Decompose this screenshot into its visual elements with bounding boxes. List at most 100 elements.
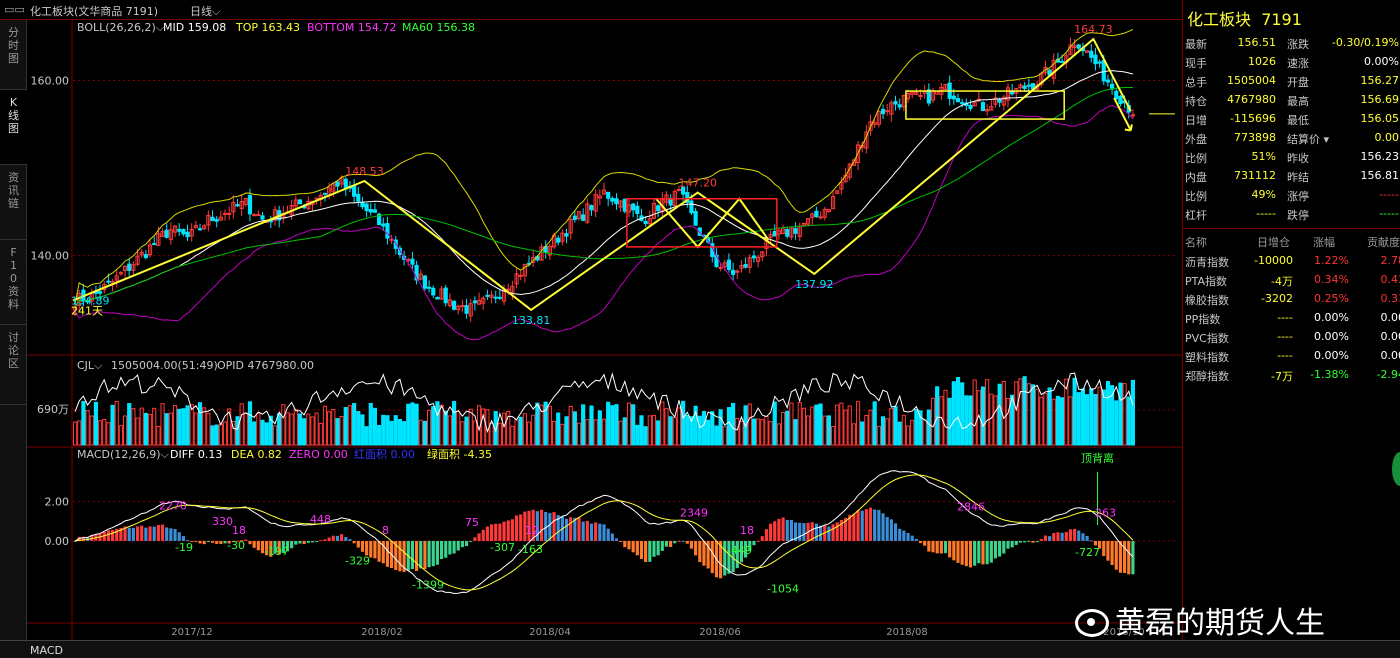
candle-body xyxy=(356,193,361,202)
macd-bar xyxy=(818,525,823,541)
index-change: 0.00% xyxy=(1314,349,1349,362)
candle-body xyxy=(156,233,161,246)
candle-body xyxy=(372,209,378,213)
macd-area-label: 18 xyxy=(740,524,754,537)
indicator-tab-macd[interactable]: MACD xyxy=(30,644,63,657)
macd-bar xyxy=(277,540,281,555)
volume-bar xyxy=(110,404,115,446)
macd-bar xyxy=(281,540,285,554)
left-tab-3[interactable]: F10资料 xyxy=(0,240,27,325)
macd-bar xyxy=(269,540,273,557)
volume-bar xyxy=(576,422,582,446)
macd-bar xyxy=(860,510,864,541)
volume-bar xyxy=(231,420,236,446)
index-row[interactable]: 沥青指数 -10000 1.22% 2.78 xyxy=(1183,251,1400,270)
macd-bar xyxy=(98,534,102,541)
period-selector[interactable]: 日线⌵ xyxy=(190,5,221,18)
candle-body xyxy=(426,286,432,289)
macd-bar xyxy=(681,540,685,542)
macd-area-label: -163 xyxy=(518,543,543,556)
volume-bar xyxy=(539,404,544,446)
index-row[interactable]: 塑料指数 ---- 0.00% 0.00 xyxy=(1183,346,1400,365)
index-row[interactable]: PTA指数 -4万 0.34% 0.43 xyxy=(1183,270,1400,289)
candle-body xyxy=(439,288,444,300)
quote-value: 156.05 xyxy=(1360,112,1400,125)
index-row[interactable]: PP指数 ---- 0.00% 0.00 xyxy=(1183,308,1400,327)
index-row[interactable]: PVC指数 ---- 0.00% 0.00 xyxy=(1183,327,1400,346)
volume-bar xyxy=(293,409,298,446)
macd-bar xyxy=(535,511,539,541)
volume-bar xyxy=(826,415,831,446)
chart-canvas[interactable]: 160.00 140.00 690万 2.00 0.00 BOLL(26,26,2)⌵MI… xyxy=(27,20,1182,640)
candle-body xyxy=(1118,95,1123,105)
volume-bar xyxy=(160,403,165,446)
volume-bar xyxy=(468,408,473,446)
volume-bar xyxy=(435,401,440,446)
volume-bar xyxy=(764,415,769,446)
quote-label: 最新 xyxy=(1185,38,1207,51)
volume-bar xyxy=(697,415,702,446)
settle-dropdown-icon[interactable]: ▾ xyxy=(1320,133,1330,146)
volume-bar xyxy=(302,418,307,446)
macd-dea-line xyxy=(75,474,1134,591)
volume-bar xyxy=(501,412,507,446)
macd-bar xyxy=(639,540,644,560)
macd-bar xyxy=(793,522,798,541)
left-tab-label: K线图 xyxy=(8,96,19,135)
macd-bar xyxy=(673,540,677,544)
swing-low-label: 137.92 xyxy=(795,278,834,291)
candle-body xyxy=(164,229,169,238)
candle-body xyxy=(377,213,382,226)
macd-bar xyxy=(789,519,793,541)
macd-bar xyxy=(223,540,227,544)
macd-bar xyxy=(231,540,235,542)
window-menu-icon[interactable]: ▭▭ xyxy=(4,3,25,16)
boll-top: TOP 163.43 xyxy=(235,21,300,34)
quote-value: ----- xyxy=(1379,207,1399,220)
swing-low-label: 133.81 xyxy=(512,314,551,327)
index-oi-change: -7万 xyxy=(1271,370,1293,383)
index-row[interactable]: 橡胶指数 -3202 0.25% 0.31 xyxy=(1183,289,1400,308)
macd-bar xyxy=(260,540,265,554)
kline-chart[interactable]: 160.00 140.00 690万 2.00 0.00 BOLL(26,26,2)⌵ MI… xyxy=(27,20,1182,640)
candle-body xyxy=(697,227,702,236)
macd-area-label: 448 xyxy=(310,513,331,526)
candle-body xyxy=(147,244,153,256)
floating-assistant-icon[interactable] xyxy=(1392,452,1400,486)
macd-bar xyxy=(381,540,385,564)
macd-bar xyxy=(90,534,94,541)
macd-bar xyxy=(148,526,152,541)
macd-bar xyxy=(756,540,760,542)
candle-body xyxy=(610,197,615,202)
candle-body xyxy=(435,296,440,300)
candle-body xyxy=(522,263,527,277)
volume-bar xyxy=(147,414,153,446)
macd-bar xyxy=(918,540,923,544)
volume-bar xyxy=(647,415,652,446)
volume-bar xyxy=(864,415,869,446)
macd-bar xyxy=(1002,540,1006,554)
volume-bar xyxy=(1039,396,1044,446)
macd-red-area: 红面积 0.00 xyxy=(354,448,415,461)
index-contribution: 0.00 xyxy=(1380,311,1400,324)
macd-bar xyxy=(893,523,898,541)
macd-bar xyxy=(785,519,789,541)
macd-bar xyxy=(652,540,656,557)
macd-bar xyxy=(610,533,614,541)
left-tab-0[interactable]: 分时图 xyxy=(0,20,27,90)
candle-body xyxy=(851,159,856,166)
left-tab-2[interactable]: 资讯链 xyxy=(0,165,27,240)
left-tab-4[interactable]: 讨论区 xyxy=(0,325,27,405)
index-oi-change: ---- xyxy=(1277,349,1293,362)
index-row[interactable]: 郑醇指数 -7万 -1.38% -2.94 xyxy=(1183,365,1400,384)
candle-body xyxy=(743,264,748,268)
left-tab-1[interactable]: K线图 xyxy=(0,90,27,165)
date-tick-label: 2018/10 xyxy=(1103,627,1145,638)
macd-bar xyxy=(244,539,248,541)
candle-body xyxy=(726,259,732,270)
macd-bar xyxy=(506,520,510,541)
candle-body xyxy=(993,97,998,105)
volume-bar xyxy=(768,421,773,446)
macd-bar xyxy=(402,540,406,572)
candle-body xyxy=(1072,45,1077,49)
